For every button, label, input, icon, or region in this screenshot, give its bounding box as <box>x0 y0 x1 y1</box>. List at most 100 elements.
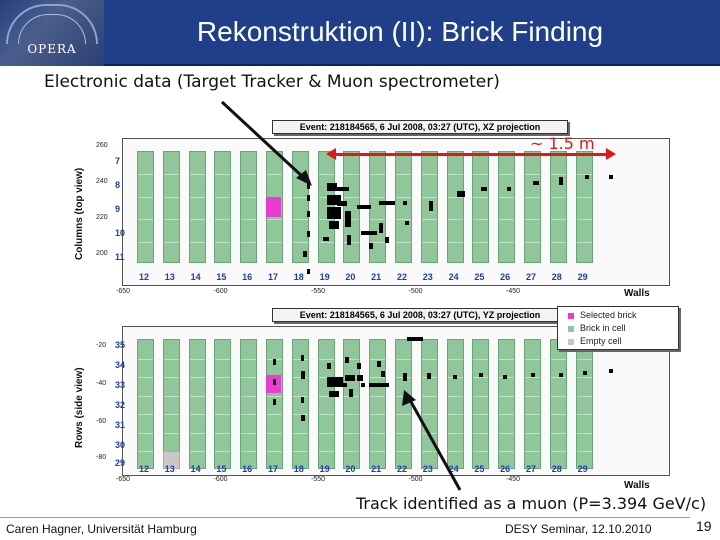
detector-hit <box>379 201 395 205</box>
xz-projection-plot: Event: 218184565, 6 Jul 2008, 03:27 (UTC… <box>52 118 680 300</box>
x-tick-label: -550 <box>311 476 326 483</box>
legend: Selected brick Brick in cell Empty cell <box>557 306 679 350</box>
xz-x-axis-label: Walls <box>624 288 650 299</box>
detector-hit <box>327 195 341 205</box>
wall-label-25: 25 <box>474 464 485 474</box>
detector-hit <box>327 377 343 387</box>
footer-author: Caren Hagner, Universität Hamburg <box>6 522 197 536</box>
slide-title: Rekonstruktion (II): Brick Finding <box>196 16 604 47</box>
wall-label-20: 20 <box>345 464 356 474</box>
detector-hit <box>327 183 337 191</box>
detector-hit <box>301 415 305 421</box>
detector-hit <box>303 251 307 257</box>
wall-24-bricks <box>446 151 464 263</box>
detector-hit <box>273 359 276 365</box>
wall-label-14: 14 <box>190 272 201 282</box>
legend-label-empty: Empty cell <box>580 336 622 346</box>
wall-29-bricks <box>575 151 593 263</box>
wall-label-19: 19 <box>319 272 330 282</box>
legend-swatch-selected <box>568 312 574 319</box>
detector-hit <box>349 389 353 397</box>
wall-label-28: 28 <box>551 464 562 474</box>
wall-27-bricks <box>524 339 541 469</box>
detector-hit <box>345 211 351 227</box>
wall-22-bricks <box>395 151 412 263</box>
detector-hit <box>307 269 310 274</box>
detector-hit <box>403 201 407 205</box>
y-tick-label: 220 <box>96 214 108 221</box>
detector-hit <box>559 373 563 377</box>
detector-hit <box>453 375 457 379</box>
detector-hit <box>457 191 465 197</box>
detector-hit <box>533 181 539 185</box>
wall-14-bricks <box>188 339 206 469</box>
detector-hit <box>503 375 507 379</box>
detector-hit <box>403 373 407 381</box>
wall-25-bricks <box>472 151 490 263</box>
wall-label-21: 21 <box>371 464 382 474</box>
wall-28-bricks <box>549 151 567 263</box>
wall-label-12: 12 <box>138 272 149 282</box>
footer-divider <box>0 517 690 518</box>
detector-hit <box>345 375 355 381</box>
y-tick-label: -60 <box>96 418 107 425</box>
opera-logo: OPERA <box>0 0 104 66</box>
row-label-8: 8 <box>115 180 121 190</box>
detector-hit <box>531 373 535 377</box>
detector-hit <box>609 369 613 373</box>
y-tick-label: 240 <box>96 178 108 185</box>
row-label-32: 32 <box>115 400 126 410</box>
wall-label-15: 15 <box>216 464 227 474</box>
row-label-33: 33 <box>115 380 126 390</box>
detector-hit <box>307 181 310 189</box>
row-label-7: 7 <box>115 156 121 166</box>
detector-hit <box>361 383 365 387</box>
wall-20-bricks <box>343 339 361 469</box>
wall-label-26: 26 <box>500 464 511 474</box>
wall-21-bricks <box>369 339 387 469</box>
wall-26-bricks <box>498 151 516 263</box>
legend-item-empty: Empty cell <box>568 335 622 347</box>
wall-label-27: 27 <box>525 272 536 282</box>
detector-hit <box>301 397 304 403</box>
yz-plot-title: Event: 218184565, 6 Jul 2008, 03:27 (UTC… <box>272 308 568 322</box>
wall-label-28: 28 <box>551 272 562 282</box>
row-label-11: 11 <box>115 252 125 262</box>
wall-26-bricks <box>498 339 516 469</box>
detector-hit <box>273 379 276 385</box>
xz-plot-frame <box>122 138 670 286</box>
detector-hit <box>427 373 431 379</box>
detector-hit <box>341 383 347 387</box>
wall-label-24: 24 <box>448 272 459 282</box>
wall-label-16: 16 <box>242 272 253 282</box>
xz-plot-title: Event: 218184565, 6 Jul 2008, 03:27 (UTC… <box>272 120 568 134</box>
detector-hit <box>507 187 511 191</box>
detector-hit <box>369 243 373 249</box>
detector-hit <box>323 237 329 241</box>
row-label-9: 9 <box>115 204 121 214</box>
muon-annotation: Track identified as a muon (P=3.394 GeV/… <box>356 494 707 513</box>
detector-hit <box>327 207 341 219</box>
wall-18-bricks <box>291 151 309 263</box>
x-tick-label: -500 <box>408 476 423 483</box>
wall-label-22: 22 <box>396 272 407 282</box>
selected-brick <box>266 197 281 217</box>
y-tick-label: 260 <box>96 142 108 149</box>
x-tick-label: -650 <box>116 288 131 295</box>
y-tick-label: -20 <box>96 342 107 349</box>
detector-hit <box>609 175 613 179</box>
wall-19-bricks <box>317 339 335 469</box>
detector-hit <box>377 361 381 367</box>
detector-hit <box>307 211 310 217</box>
wall-label-20: 20 <box>345 272 356 282</box>
wall-12-bricks <box>137 339 154 469</box>
wall-label-14: 14 <box>190 464 201 474</box>
wall-label-17: 17 <box>267 464 278 474</box>
wall-27-bricks <box>524 151 541 263</box>
wall-label-19: 19 <box>319 464 330 474</box>
x-tick-label: -500 <box>408 288 423 295</box>
detector-hit <box>583 371 587 375</box>
span-label: ~ 1.5 m <box>530 134 595 153</box>
detector-hit <box>361 231 377 235</box>
row-label-35: 35 <box>115 340 126 350</box>
